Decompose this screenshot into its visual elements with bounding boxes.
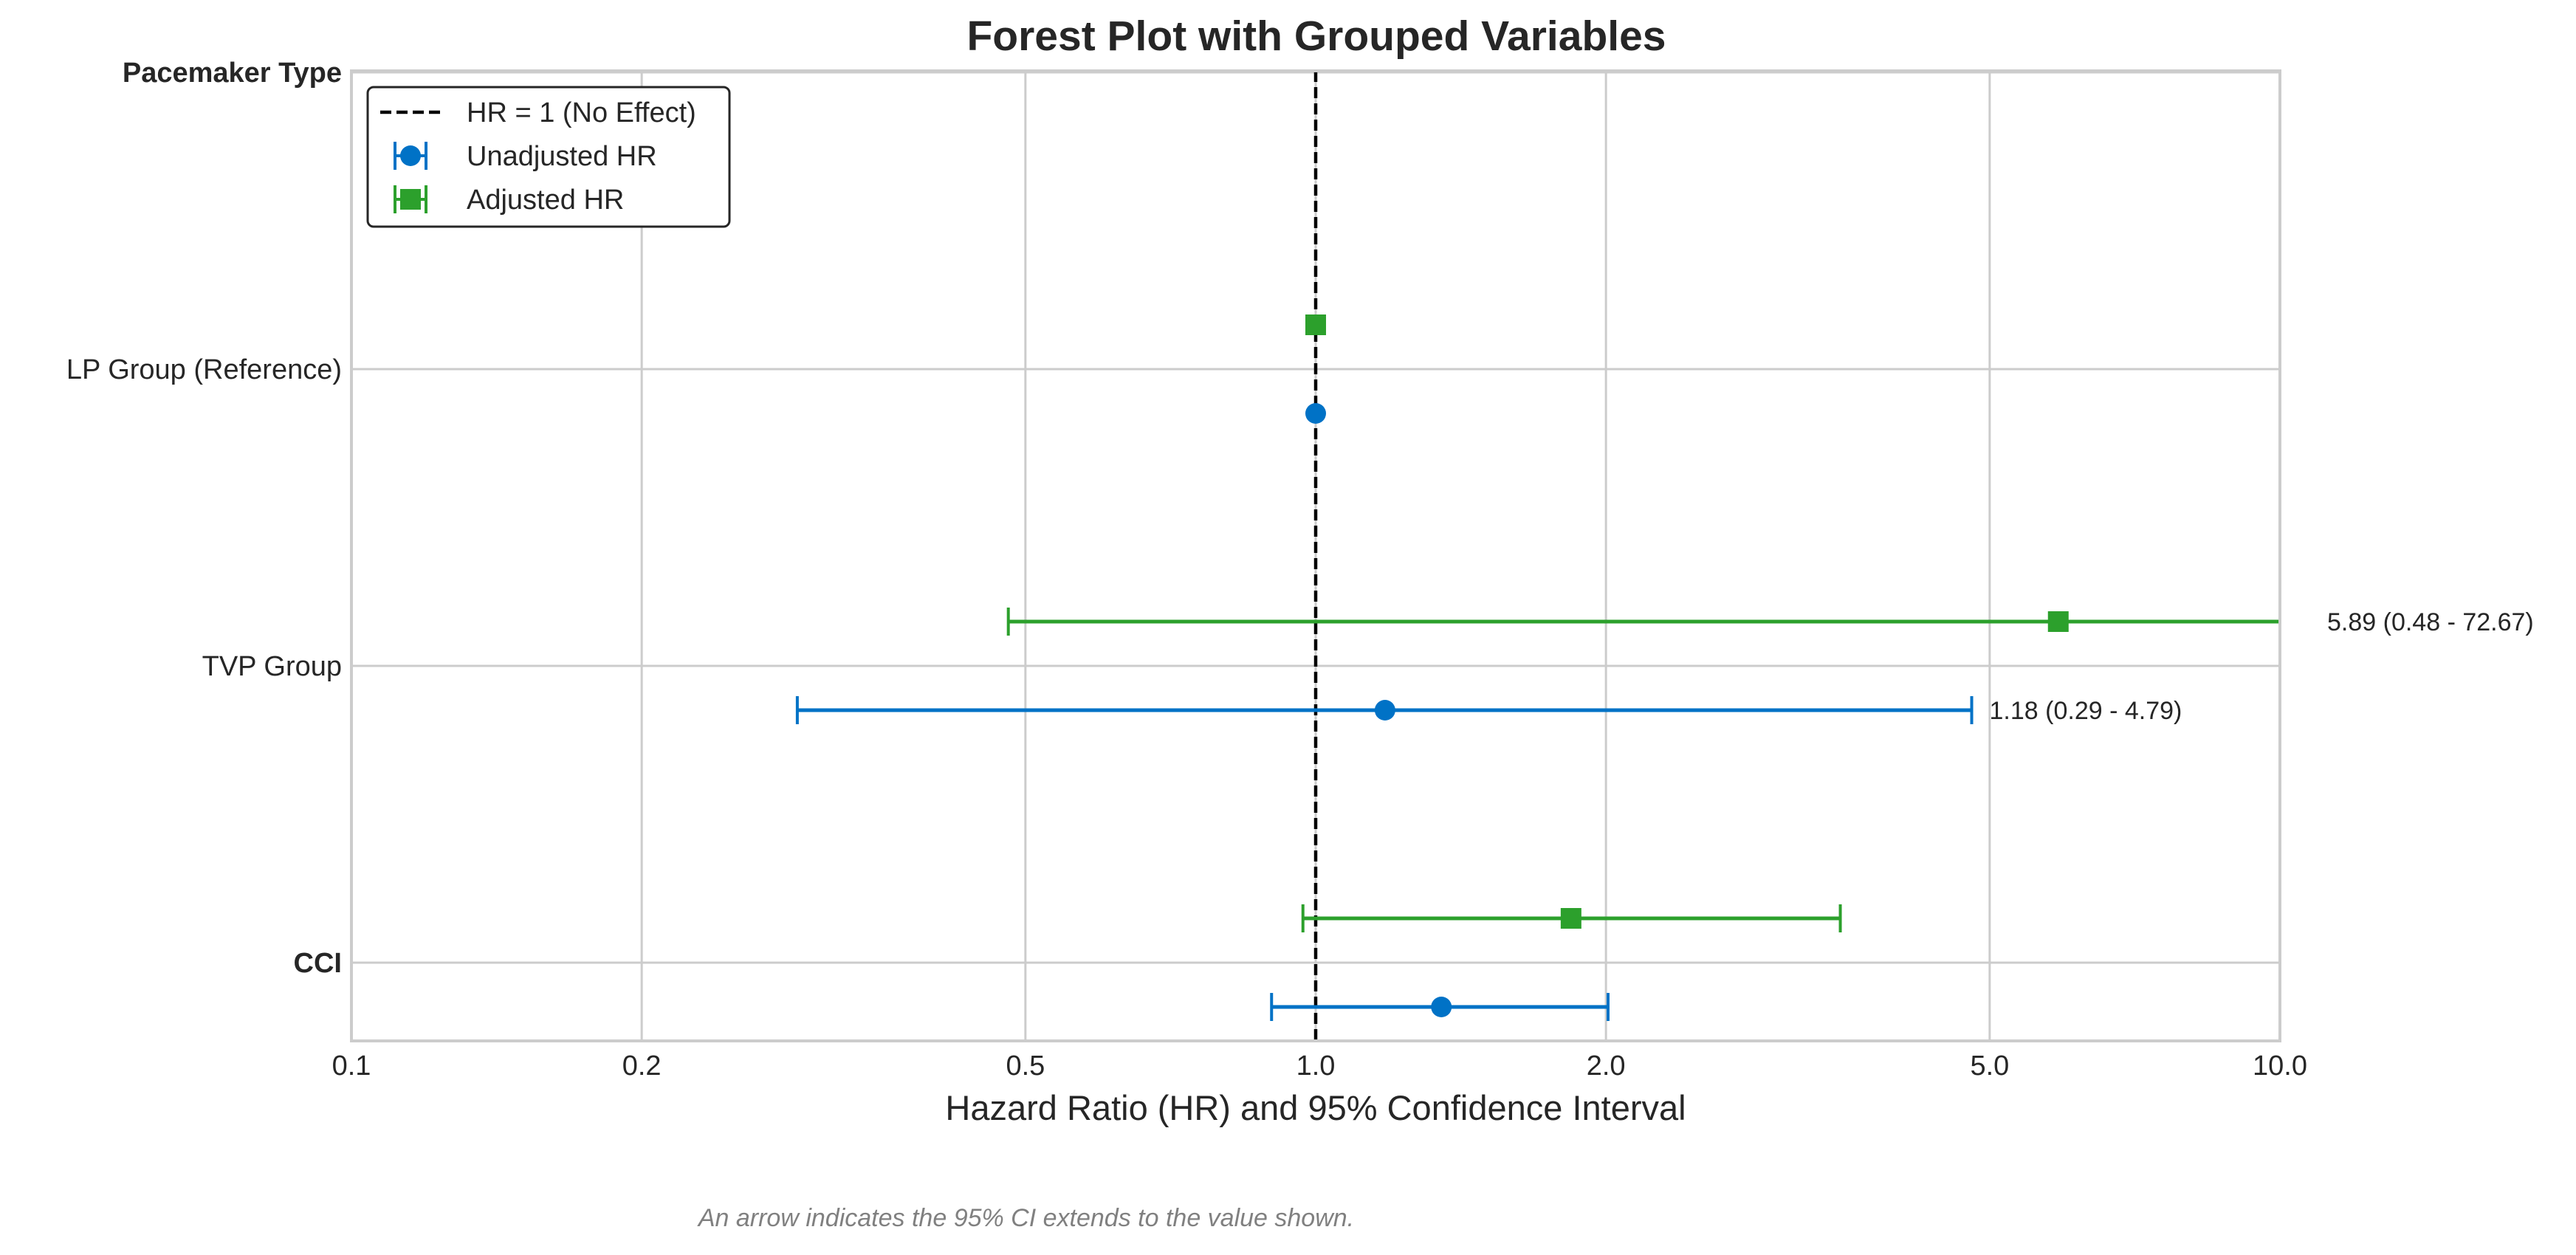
footnote: An arrow indicates the 95% CI extends to… bbox=[697, 1204, 1354, 1232]
x-tick-label: 0.1 bbox=[332, 1051, 371, 1082]
legend-label: Unadjusted HR bbox=[467, 141, 657, 172]
legend-box bbox=[366, 86, 731, 228]
y-tick-label: LP Group (Reference) bbox=[66, 354, 342, 385]
legend-label: Adjusted HR bbox=[467, 185, 624, 216]
x-tick-label: 1.0 bbox=[1296, 1051, 1336, 1082]
hr-point-marker bbox=[1431, 997, 1452, 1017]
x-axis-label: Hazard Ratio (HR) and 95% Confidence Int… bbox=[945, 1088, 1686, 1127]
ci-annotation: 5.89 (0.48 - 72.67) bbox=[2327, 608, 2534, 636]
hr-point-marker bbox=[1374, 700, 1395, 721]
legend: HR = 1 (No Effect) Unadjusted HR Adjusted … bbox=[366, 86, 731, 228]
legend-square-marker bbox=[400, 189, 421, 210]
series-unadjusted: 1.18 (0.29 - 4.79) bbox=[795, 403, 2182, 1021]
x-tick-label: 0.2 bbox=[622, 1051, 662, 1082]
x-tick-label: 2.0 bbox=[1587, 1051, 1626, 1082]
chart-title: Forest Plot with Grouped Variables bbox=[966, 13, 1666, 60]
series-layer: 1.18 (0.29 - 4.79) 5.89 (0.48 - 72.67) bbox=[795, 314, 2534, 1021]
y-tick-label: TVP Group bbox=[202, 651, 342, 682]
y-tick-label: CCI bbox=[294, 948, 342, 979]
hr-point-marker bbox=[1305, 403, 1326, 424]
legend-circle-marker bbox=[400, 145, 421, 166]
series-adjusted: 5.89 (0.48 - 72.67) bbox=[1006, 314, 2534, 932]
y-tick-label: Pacemaker Type bbox=[123, 58, 342, 89]
hr-point-marker bbox=[1560, 908, 1581, 929]
x-axis-ticks: 0.1 0.2 0.5 1.0 2.0 5.0 10.0 bbox=[332, 1051, 2307, 1082]
x-tick-label: 0.5 bbox=[1006, 1051, 1045, 1082]
hr-point-marker bbox=[2047, 611, 2069, 632]
plot-area-frame bbox=[350, 69, 2281, 1042]
x-tick-label: 10.0 bbox=[2253, 1051, 2307, 1082]
ci-annotation: 1.18 (0.29 - 4.79) bbox=[1990, 697, 2182, 725]
hr-point-marker bbox=[1305, 314, 1326, 335]
legend-label: HR = 1 (No Effect) bbox=[467, 97, 696, 128]
x-tick-label: 5.0 bbox=[1970, 1051, 2009, 1082]
y-axis-labels: Pacemaker Type LP Group (Reference) TVP Gr… bbox=[66, 58, 342, 979]
